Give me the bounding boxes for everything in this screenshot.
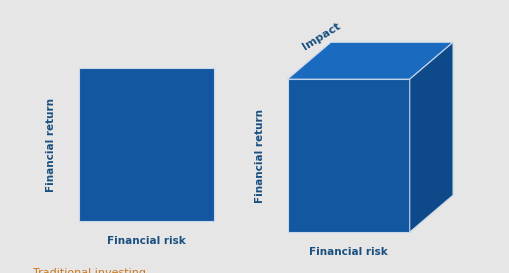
Polygon shape <box>288 79 410 232</box>
Text: Financial risk: Financial risk <box>107 236 186 246</box>
Text: Traditional investing: Traditional investing <box>33 268 146 273</box>
Text: Financial return: Financial return <box>46 98 56 192</box>
Text: Impact: Impact <box>300 20 342 52</box>
Bar <box>79 68 214 221</box>
Polygon shape <box>410 42 453 232</box>
Polygon shape <box>288 42 453 79</box>
Text: Financial return: Financial return <box>254 109 265 203</box>
Text: Financial risk: Financial risk <box>309 247 388 257</box>
